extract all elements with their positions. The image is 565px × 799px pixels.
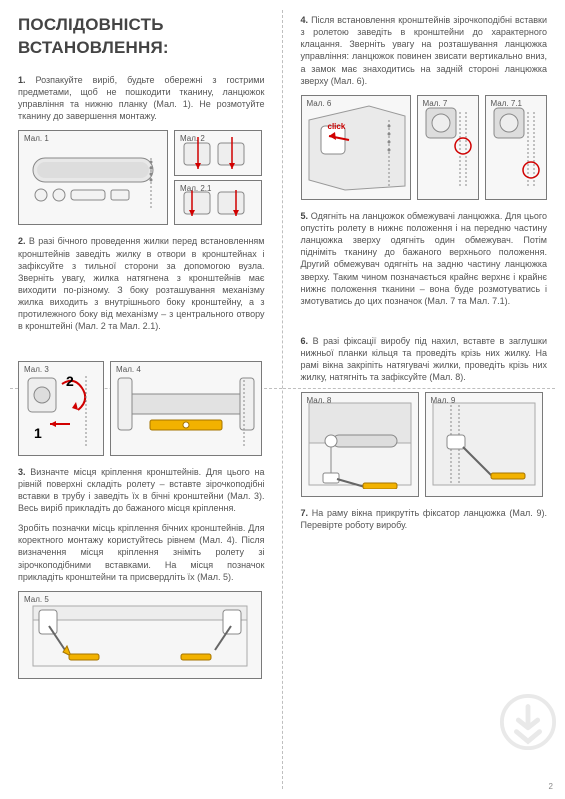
step-5-text: 5. Одягніть на ланцюжок обмежувачі ланцю… — [301, 210, 548, 307]
step-4-text: 4. Після встановлення кронштейнів зірочк… — [301, 14, 548, 87]
step-5-body: Одягніть на ланцюжок обмежувачі ланцюжка… — [301, 211, 548, 306]
fig-row-8-9: Мал. 8 Мал. 9 — [301, 392, 548, 497]
fig-6-label: Мал. 6 — [307, 99, 332, 110]
column-divider — [282, 10, 283, 789]
fig-7: Мал. 7 — [417, 95, 479, 200]
fig-row-6-7: Мал. 6 click Мал. 7 — [301, 95, 548, 200]
fig-9-label: Мал. 9 — [431, 396, 456, 407]
fig-71-label: Мал. 7.1 — [491, 99, 522, 110]
click-label: click — [328, 122, 346, 133]
step-3a-body: Визначте місця кріплення кронштейнів. Дл… — [18, 467, 265, 513]
fig-4: Мал. 4 — [110, 361, 262, 456]
page-title: ПОСЛІДОВНІСТЬ ВСТАНОВЛЕННЯ: — [18, 14, 265, 60]
fig-2: Мал. 2 — [174, 130, 262, 176]
fig-6: Мал. 6 click — [301, 95, 411, 200]
fig-row-3-4: Мал. 3 2 1 Мал. 4 — [18, 361, 265, 456]
fig-3-label: Мал. 3 — [24, 365, 49, 376]
step-7-text: 7. На раму вікна прикрутіть фіксатор лан… — [301, 507, 548, 531]
fig-8-label: Мал. 8 — [307, 396, 332, 407]
fig-5: Мал. 5 — [18, 591, 262, 679]
fig-3: Мал. 3 2 1 — [18, 361, 104, 456]
fig-row-1-2: Мал. 1 Мал — [18, 130, 265, 225]
step-7-body: На раму вікна прикрутіть фіксатор ланцюж… — [301, 508, 548, 530]
svg-text:1: 1 — [34, 425, 42, 441]
step-4-body: Після встановлення кронштейнів зірочкопо… — [301, 15, 548, 86]
fig-9: Мал. 9 — [425, 392, 543, 497]
fig-4-label: Мал. 4 — [116, 365, 141, 376]
fig-1-label: Мал. 1 — [24, 134, 49, 145]
fig-1: Мал. 1 — [18, 130, 168, 225]
step-3b-body: Зробіть позначки місць кріплення бічних … — [18, 523, 265, 582]
step-3b-text: Зробіть позначки місць кріплення бічних … — [18, 522, 265, 583]
right-column: 4. Після встановлення кронштейнів зірочк… — [283, 0, 565, 799]
step-2-body: В разі бічного проведення жилки перед вс… — [18, 236, 265, 331]
fig-row-5: Мал. 5 — [18, 591, 265, 679]
left-column: ПОСЛІДОВНІСТЬ ВСТАНОВЛЕННЯ: 1. Розпакуйт… — [0, 0, 283, 799]
row-divider-right — [283, 388, 555, 389]
fig-7-1: Мал. 7.1 — [485, 95, 547, 200]
step-2-text: 2. В разі бічного проведення жилки перед… — [18, 235, 265, 332]
step-1-body: Розпакуйте виріб, будьте обережні з гост… — [18, 75, 265, 121]
fig-2-1: Мал. 2.1 — [174, 180, 262, 225]
step-6-text: 6. В разі фіксації виробу під нахил, вст… — [301, 335, 548, 384]
fig-21-label: Мал. 2.1 — [180, 184, 211, 195]
page-number: 2 — [549, 782, 553, 793]
fig-7-label: Мал. 7 — [423, 99, 448, 110]
step-6-body: В разі фіксації виробу під нахил, вставт… — [301, 336, 548, 382]
fig-8: Мал. 8 — [301, 392, 419, 497]
step-3a-text: 3. Визначте місця кріплення кронштейнів.… — [18, 466, 265, 515]
svg-text:2: 2 — [66, 373, 74, 389]
instruction-page: ПОСЛІДОВНІСТЬ ВСТАНОВЛЕННЯ: 1. Розпакуйт… — [0, 0, 565, 799]
fig-2-label: Мал. 2 — [180, 134, 205, 145]
watermark-icon — [499, 693, 557, 751]
step-1-text: 1. Розпакуйте виріб, будьте обережні з г… — [18, 74, 265, 123]
fig-5-label: Мал. 5 — [24, 595, 49, 606]
